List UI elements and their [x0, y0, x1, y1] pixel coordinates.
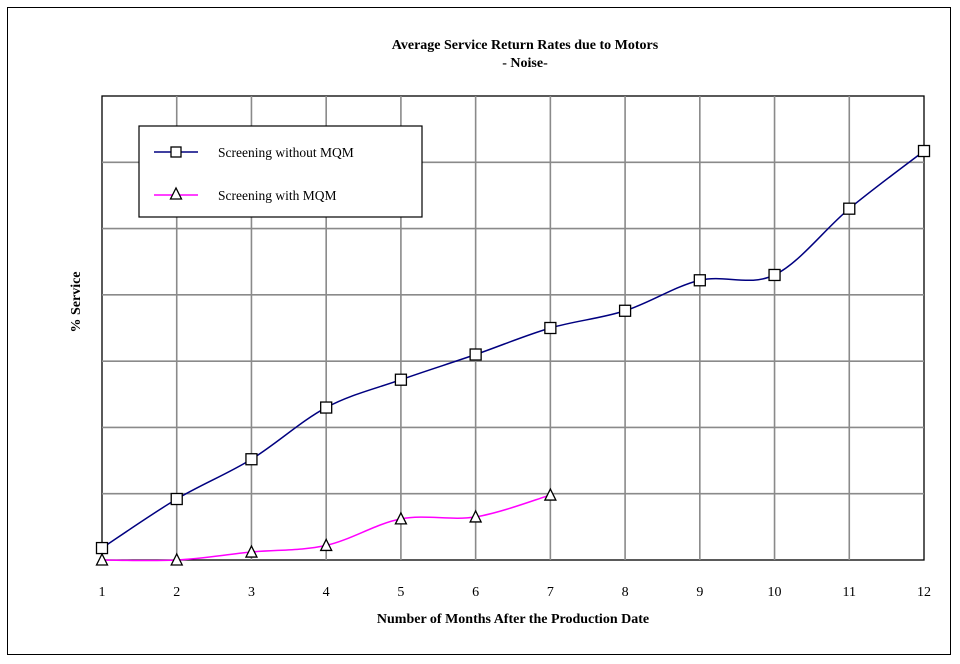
chart-title: Average Service Return Rates due to Moto… — [392, 38, 659, 53]
triangle-data-point — [469, 509, 483, 523]
legend-box — [138, 125, 423, 218]
triangle-data-point — [95, 552, 109, 566]
series-line-screening-without-mqm — [101, 150, 925, 549]
square-data-point — [768, 268, 781, 282]
x-tick-label: 12 — [917, 585, 931, 600]
x-tick-label: 9 — [696, 585, 703, 600]
legend-square-marker — [170, 146, 182, 158]
grid-lines — [102, 96, 924, 560]
square-data-point — [693, 274, 706, 287]
x-axis-title: Number of Months After the Production Da… — [377, 612, 649, 627]
triangle-data-point — [244, 544, 259, 558]
series-markers — [95, 144, 931, 566]
x-tick-label: 4 — [323, 585, 330, 600]
x-tick-label: 2 — [173, 585, 180, 600]
square-data-point — [170, 492, 183, 506]
square-data-point — [394, 373, 408, 386]
triangle-data-point — [543, 487, 557, 501]
square-data-point — [469, 348, 482, 361]
y-axis-title: % Service — [69, 271, 84, 332]
legend-label-screening-with-mqm: Screening with MQM — [218, 188, 337, 203]
x-tick-label: 6 — [472, 585, 479, 600]
x-tick-label: 1 — [99, 585, 106, 600]
square-data-point — [843, 202, 856, 215]
x-tick-label: 11 — [843, 585, 856, 600]
x-tick-label: 10 — [768, 585, 782, 600]
square-data-point — [245, 453, 258, 466]
legend-triangle-marker — [169, 186, 183, 200]
x-tick-label: 3 — [248, 585, 255, 600]
square-data-point — [618, 304, 632, 317]
square-data-point — [544, 321, 557, 335]
triangle-data-point — [394, 511, 408, 525]
triangle-data-point — [170, 552, 184, 566]
x-tick-label: 8 — [622, 585, 629, 600]
x-tick-label: 5 — [397, 585, 404, 600]
square-data-point — [95, 541, 109, 555]
square-data-point — [917, 144, 931, 158]
x-tick-labels: 1 2 3 4 5 6 7 8 9 10 11 12 — [99, 585, 932, 600]
triangle-data-point — [319, 537, 333, 552]
chart-subtitle: - Noise- — [502, 56, 548, 71]
legend-label-screening-without-mqm: Screening without MQM — [218, 145, 354, 160]
x-tick-label: 7 — [547, 585, 554, 600]
square-data-point — [320, 401, 333, 414]
legend: Screening without MQM Screening with MQM — [138, 125, 423, 218]
